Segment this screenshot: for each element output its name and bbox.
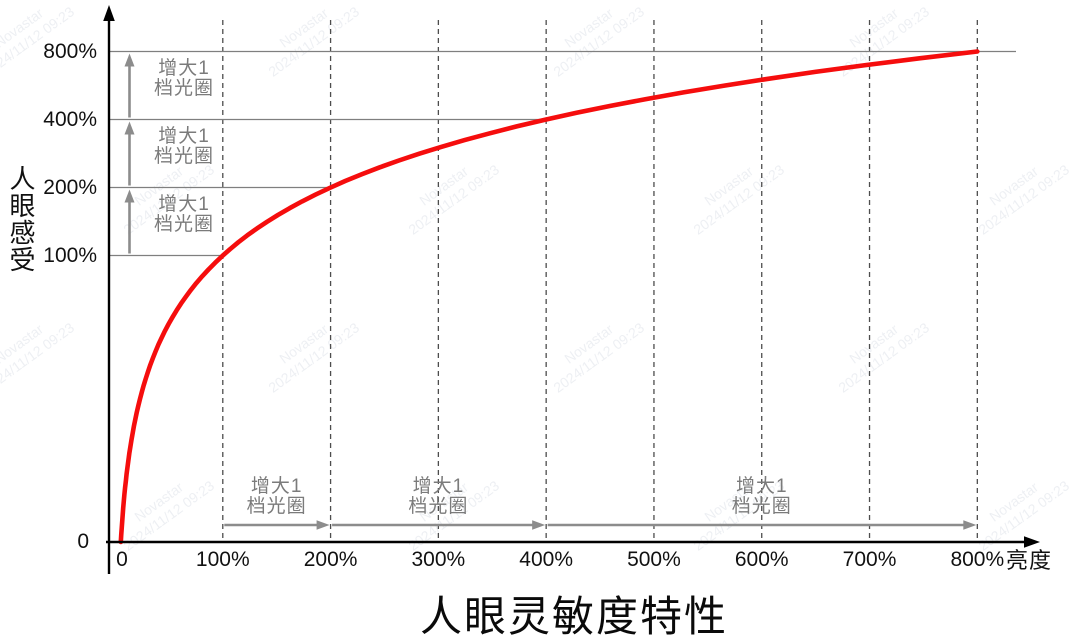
x-tick-label-600: 600% [734, 548, 789, 571]
y-tick-label-100: 100% [43, 243, 97, 267]
step-label-horizontal-2: 增大1 档光圈 [697, 477, 827, 517]
aperture-arrow-horizontal-head [316, 520, 330, 530]
step-label-horizontal-0-line2: 档光圈 [246, 496, 307, 517]
step-label-vertical-1: 增大1 档光圈 [119, 125, 249, 167]
x-tick-label-0: 0 [116, 548, 128, 571]
response-curve [118, 49, 980, 545]
aperture-arrow-horizontal-head [963, 520, 977, 530]
step-label-horizontal-1-line1: 增大1 [412, 476, 465, 497]
y-tick-label-0: 0 [77, 530, 89, 553]
x-axis-title: 亮度 [1006, 548, 1053, 573]
x-tick-label-400: 400% [519, 548, 574, 571]
step-label-vertical-0: 增大1 档光圈 [119, 193, 249, 235]
x-tick-label-100: 100% [195, 548, 250, 571]
step-label-vertical-1-line2: 档光圈 [153, 145, 214, 167]
x-tick-label-200: 200% [303, 548, 358, 571]
aperture-arrow-vertical-head [124, 53, 135, 67]
x-tick-label-800: 800% [950, 548, 1005, 571]
step-label-vertical-2-line1: 增大1 [158, 57, 210, 79]
y-axis-arrowhead [103, 5, 115, 21]
aperture-arrow-vertical-head [124, 189, 135, 203]
step-label-horizontal-0-line1: 增大1 [250, 476, 303, 497]
x-tick-label-500: 500% [627, 548, 681, 571]
step-label-vertical-1-line1: 增大1 [158, 125, 210, 147]
step-label-horizontal-2-line2: 档光圈 [731, 496, 792, 517]
step-label-horizontal-1-line2: 档光圈 [408, 496, 469, 517]
aperture-arrow-horizontal-head [532, 520, 546, 530]
step-label-vertical-2-line2: 档光圈 [153, 77, 214, 99]
step-label-vertical-0-line2: 档光圈 [153, 213, 214, 235]
step-label-horizontal-0: 增大1 档光圈 [212, 477, 342, 517]
step-label-vertical-2: 增大1 档光圈 [119, 57, 249, 99]
y-axis-title: 人眼感受 [6, 165, 36, 273]
y-tick-label-400: 400% [43, 107, 97, 131]
step-label-vertical-0-line1: 增大1 [158, 193, 210, 215]
chart-title: 人眼灵敏度特性 [419, 595, 728, 641]
x-tick-label-300: 300% [411, 548, 466, 571]
step-label-horizontal-1: 增大1 档光圈 [373, 477, 503, 517]
x-tick-label-700: 700% [842, 548, 897, 571]
y-tick-label-200: 200% [43, 175, 97, 199]
x-axis-arrowhead [1024, 536, 1040, 548]
step-label-horizontal-2-line1: 增大1 [735, 476, 788, 497]
y-tick-label-800: 800% [43, 39, 97, 63]
aperture-arrow-vertical-head [124, 121, 135, 135]
